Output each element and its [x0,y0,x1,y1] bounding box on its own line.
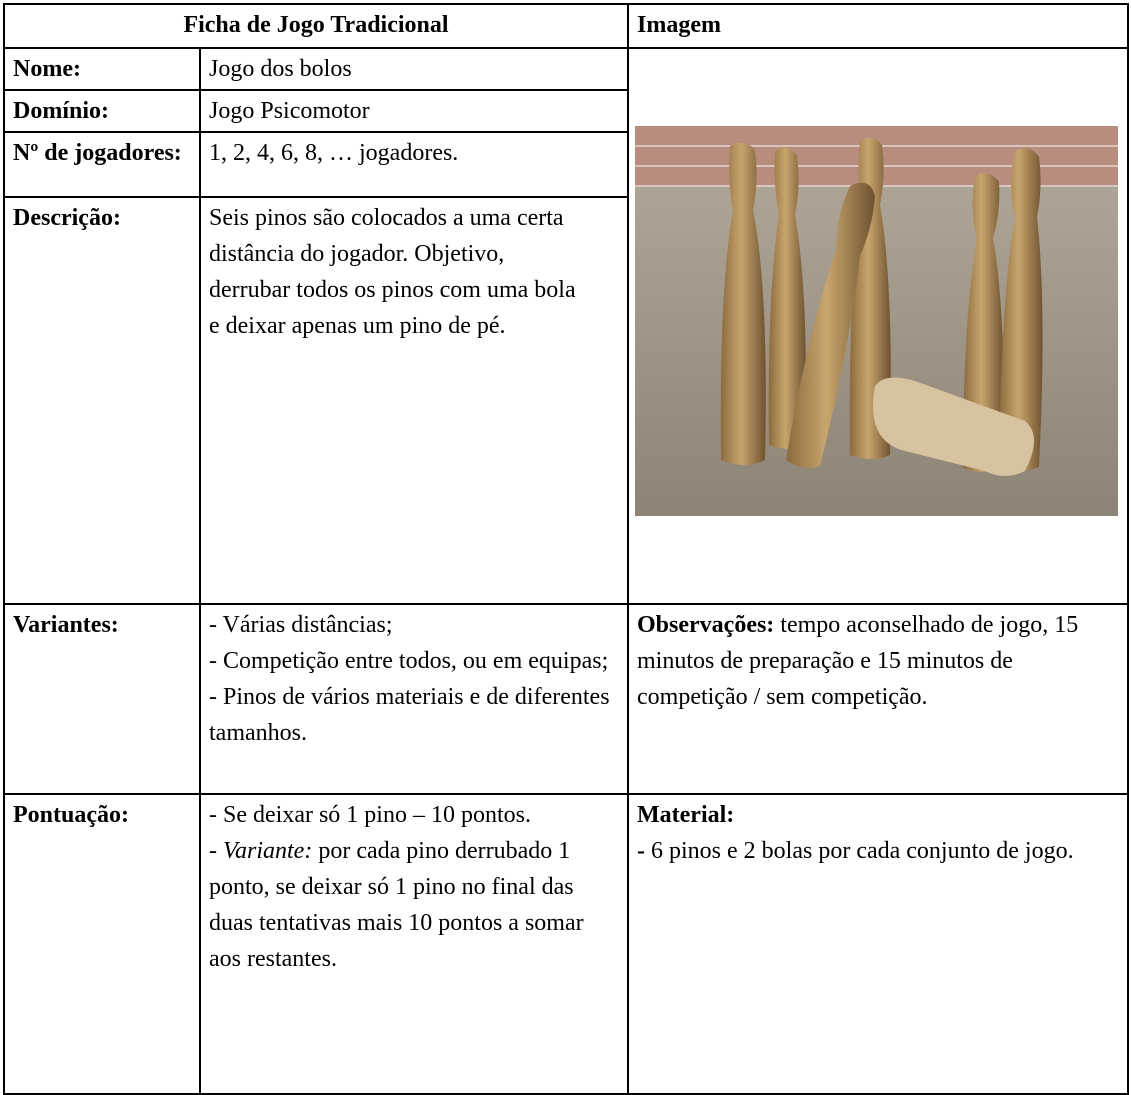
row-value: 1, 2, 4, 6, 8, … jogadores. [199,131,629,198]
variants-list: - Várias distâncias; - Competição entre … [199,603,629,795]
scoring-list: - Se deixar só 1 pino – 10 pontos. - Var… [199,793,629,1095]
material-label: Material: [637,802,735,828]
variant-item: - Pinos de vários materiais e de diferen… [209,684,610,746]
scoring-item: - Se deixar só 1 pino – 10 pontos. [209,802,531,828]
row-value: Jogo Psicomotor [199,89,629,133]
row-label: Nome: [3,47,201,91]
observations: Observações: tempo aconselhado de jogo, … [627,603,1129,795]
game-sheet: Ficha de Jogo Tradicional Imagem Nome: J… [3,3,1129,1095]
scoring-variant: Variante: [223,838,313,864]
material-item: - 6 pinos e 2 bolas por cada conjunto de… [637,833,1119,869]
sheet-title: Ficha de Jogo Tradicional [3,3,629,49]
scoring-item: - Variante: por cada pino derrubado 1 po… [209,833,607,977]
pins-photo [635,125,1118,516]
scoring-dash: - [209,838,223,864]
row-value: Jogo dos bolos [199,47,629,91]
observations-text: tempo aconselhado de jogo, 15 minutos de… [637,612,1079,710]
material-text: 6 pinos e 2 bolas por cada conjunto de j… [645,838,1074,864]
row-value: Seis pinos são colocados a uma certa dis… [199,196,629,605]
observations-label: Observações: [637,612,775,638]
variants-label: Variantes: [3,603,201,795]
scoring-label: Pontuação: [3,793,201,1095]
image-title: Imagem [627,3,1129,49]
variant-item: - Competição entre todos, ou em equipas; [209,648,609,674]
material-dash: - [637,838,645,864]
row-label: Nº de jogadores: [3,131,201,198]
scoring-text: por cada pino derrubado 1 ponto, se deix… [209,838,584,972]
row-label: Descrição: [3,196,201,605]
material: Material: - 6 pinos e 2 bolas por cada c… [627,793,1129,1095]
page: Ficha de Jogo Tradicional Imagem Nome: J… [3,3,1129,1095]
row-label: Domínio: [3,89,201,133]
image-cell [627,47,1129,605]
variant-item: - Várias distâncias; [209,612,393,638]
